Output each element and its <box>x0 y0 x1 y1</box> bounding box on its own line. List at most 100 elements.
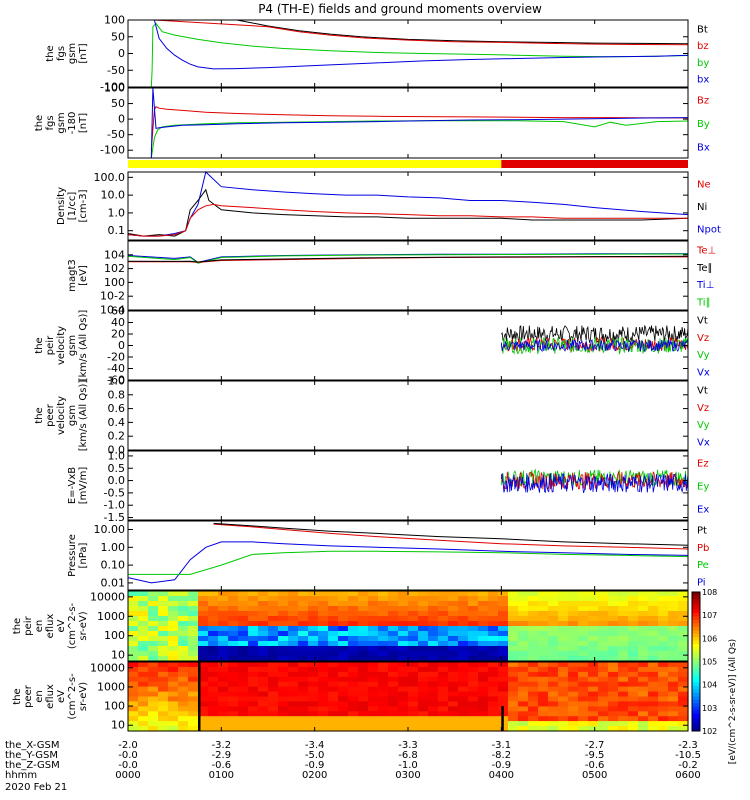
spectrogram-cell <box>268 621 279 627</box>
spectrogram-cell <box>328 666 339 673</box>
spectrogram-cell <box>148 656 159 662</box>
spectrogram-cell <box>508 706 519 712</box>
spectrogram-cell <box>338 706 349 712</box>
y-tick-label: 0 <box>118 113 125 126</box>
spectrogram-cell <box>608 671 619 678</box>
spectrogram-cell <box>618 651 629 657</box>
spectrogram-cell <box>128 596 139 602</box>
spectrogram-cell <box>148 716 159 722</box>
legend-By: By <box>697 119 710 130</box>
spectrogram-cell <box>468 662 479 668</box>
spectrogram-cell <box>298 671 309 678</box>
spectrogram-cell <box>608 686 619 693</box>
spectrogram-cell <box>298 706 309 712</box>
spectrogram-cell <box>308 651 319 657</box>
spectrogram-cell <box>148 696 159 702</box>
y-tick-label: 10.0 <box>101 189 126 202</box>
spectrogram-cell <box>448 681 459 688</box>
spectrogram-cell <box>258 626 269 632</box>
spectrogram-cell <box>528 706 539 712</box>
spectrogram-cell <box>368 646 379 652</box>
spectrogram-cell <box>168 726 179 732</box>
spectrogram-cell <box>388 716 399 722</box>
spectrogram-cell <box>408 606 419 612</box>
y-tick-label: 10 <box>111 719 125 732</box>
spectrogram-cell <box>638 656 649 662</box>
spectrogram-cell <box>278 686 289 693</box>
spectrogram-cell <box>388 701 399 707</box>
y-axis-label: [nT] <box>78 113 89 133</box>
spectrogram-cell <box>638 691 649 698</box>
spectrogram-cell <box>168 676 179 683</box>
legend-Bt: Bt <box>697 24 708 35</box>
spectrogram-cell <box>128 676 139 683</box>
colorbar-frame <box>691 591 701 732</box>
spectrogram-cell <box>498 666 509 673</box>
spectrogram-cell <box>278 716 289 722</box>
y-axis-label: velocity <box>56 326 67 365</box>
spectrogram-cell <box>628 636 639 642</box>
spectrogram-cell <box>658 681 669 688</box>
spectrogram-cell <box>348 666 359 673</box>
spectrogram-cell <box>568 591 579 597</box>
spectrogram-cell <box>478 656 489 662</box>
spectrogram-cell <box>608 651 619 657</box>
spectrogram-cell <box>288 701 299 707</box>
spectrogram-cell <box>578 636 589 642</box>
spectrogram-cell <box>358 641 369 647</box>
spectrogram-cell <box>568 646 579 652</box>
legend-Vt: Vt <box>697 386 708 397</box>
spectrogram-cell <box>488 641 499 647</box>
spectrogram-cell <box>208 636 219 642</box>
spectrogram-cell <box>488 701 499 707</box>
spectrogram-cell <box>608 616 619 622</box>
spectrogram-cell <box>518 611 529 617</box>
spectrogram-cell <box>288 691 299 698</box>
spectrogram-cell <box>438 596 449 602</box>
spectrogram-cell <box>608 626 619 632</box>
spectrogram-cell <box>378 686 389 693</box>
spectrogram-cell <box>588 671 599 678</box>
spectrogram-cell <box>548 626 559 632</box>
spectrogram-cell <box>308 691 319 698</box>
legend-bx: bx <box>697 75 709 86</box>
spectrogram-cell <box>148 626 159 632</box>
spectrogram-cell <box>318 616 329 622</box>
spectrogram-cell <box>218 691 229 698</box>
spectrogram-cell <box>618 726 629 732</box>
spectrogram-cell <box>138 636 149 642</box>
spectrogram-cell <box>428 676 439 683</box>
spectrogram-cell <box>148 721 159 727</box>
spectrogram-cell <box>288 696 299 702</box>
spectrogram-cell <box>278 706 289 712</box>
spectrogram-cell <box>228 591 239 597</box>
spectrogram-cell <box>678 716 689 722</box>
spectrogram-cell <box>138 666 149 673</box>
spectrogram-cell <box>268 631 279 637</box>
spectrogram-cell <box>168 662 179 668</box>
spectrogram-cell <box>278 631 289 637</box>
spectrogram-cell <box>198 676 209 683</box>
spectrogram-cell <box>518 676 529 683</box>
spectrogram-cell <box>348 616 359 622</box>
spectrogram-cell <box>258 636 269 642</box>
spectrogram-cell <box>568 631 579 637</box>
spectrogram-cell <box>568 671 579 678</box>
spectrogram-cell <box>268 686 279 693</box>
colorbar-cell <box>692 692 700 697</box>
spectrogram-cell <box>388 601 399 607</box>
spectrogram-cell <box>238 626 249 632</box>
spectrogram-cell <box>598 706 609 712</box>
spectrogram-cell <box>238 656 249 662</box>
spectrogram-cell <box>468 626 479 632</box>
spectrogram-cell <box>618 656 629 662</box>
spectrogram-cell <box>368 666 379 673</box>
spectrogram-cell <box>518 726 529 732</box>
spectrogram-cell <box>508 711 519 717</box>
legend-Bx: Bx <box>697 142 710 153</box>
y-tick-label: 50 <box>111 30 125 43</box>
spectrogram-cell <box>628 646 639 652</box>
spectrogram-cell <box>498 656 509 662</box>
spectrogram-cell <box>248 606 259 612</box>
